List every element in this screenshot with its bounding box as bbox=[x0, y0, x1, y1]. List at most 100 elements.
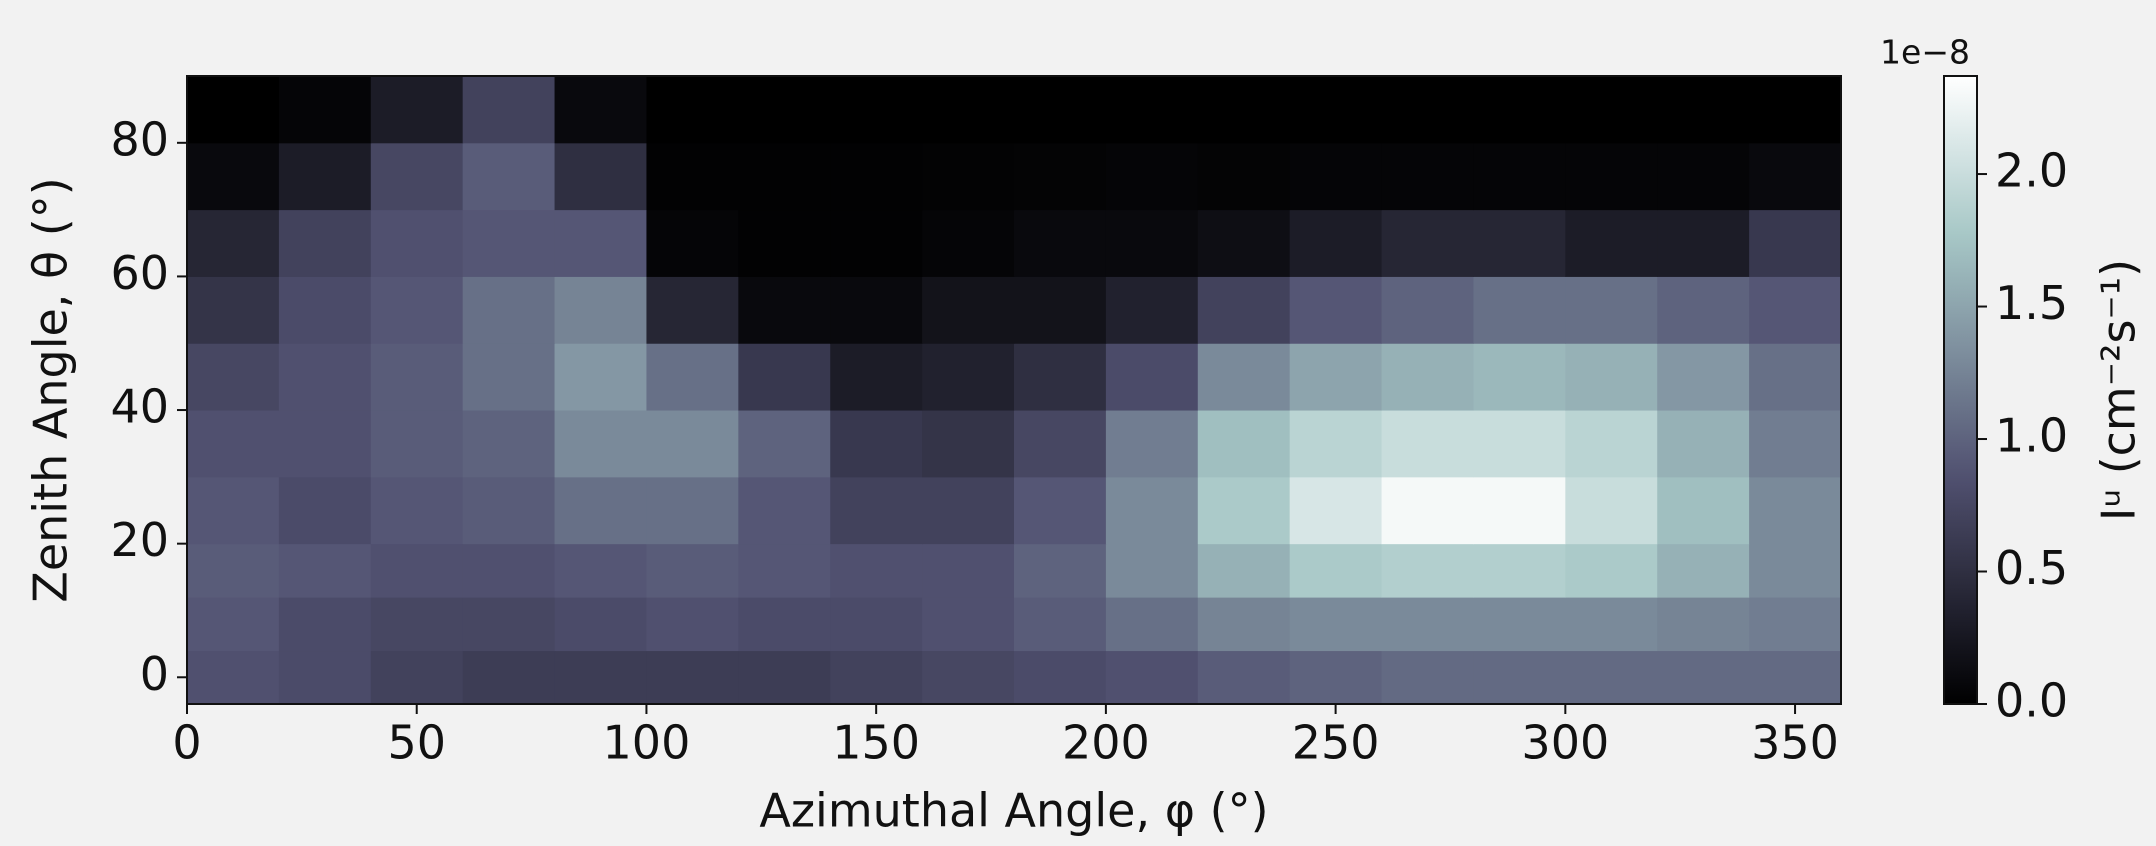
heatmap-cell bbox=[187, 76, 279, 143]
heatmap-cell bbox=[1382, 477, 1474, 544]
colorbar-tick-label: 0.5 bbox=[1995, 541, 2068, 595]
heatmap-cell bbox=[371, 410, 463, 477]
heatmap-cell bbox=[1473, 597, 1565, 651]
heatmap-cell bbox=[1198, 410, 1290, 477]
heatmap-cell bbox=[922, 410, 1014, 477]
heatmap-cell bbox=[1198, 210, 1290, 277]
heatmap-cell bbox=[187, 343, 279, 410]
heatmap-cell bbox=[830, 276, 922, 343]
heatmap-cell bbox=[371, 544, 463, 598]
heatmap-cell bbox=[1657, 343, 1749, 410]
heatmap-cell bbox=[738, 544, 830, 598]
heatmap-cell bbox=[1290, 651, 1382, 705]
heatmap-cell bbox=[1290, 410, 1382, 477]
heatmap-cell bbox=[830, 143, 922, 210]
heatmap-cell bbox=[1382, 276, 1474, 343]
heatmap-cell bbox=[1382, 651, 1474, 705]
x-tick-label: 350 bbox=[1751, 716, 1839, 770]
heatmap-cell bbox=[555, 651, 647, 705]
heatmap-cell bbox=[463, 276, 555, 343]
x-tick-label: 50 bbox=[387, 716, 446, 770]
heatmap-cell bbox=[187, 477, 279, 544]
y-tick-label: 60 bbox=[110, 246, 169, 300]
heatmap-cell bbox=[1198, 544, 1290, 598]
heatmap-cell bbox=[1565, 477, 1657, 544]
heatmap-cell bbox=[1198, 143, 1290, 210]
heatmap-cell bbox=[1290, 477, 1382, 544]
heatmap-cell bbox=[922, 276, 1014, 343]
heatmap-cell bbox=[1473, 477, 1565, 544]
heatmap-cell bbox=[1290, 210, 1382, 277]
y-tick-label: 20 bbox=[110, 513, 169, 567]
heatmap-cell bbox=[1290, 143, 1382, 210]
heatmap-cell bbox=[371, 343, 463, 410]
heatmap-cell bbox=[1290, 343, 1382, 410]
heatmap-cell bbox=[279, 477, 371, 544]
heatmap-cell bbox=[1382, 343, 1474, 410]
x-axis-label: Azimuthal Angle, φ (°) bbox=[759, 784, 1268, 838]
heatmap-cell bbox=[555, 597, 647, 651]
heatmap-cell bbox=[1565, 343, 1657, 410]
heatmap-cell bbox=[830, 410, 922, 477]
heatmap-cell bbox=[1014, 143, 1106, 210]
heatmap-cell bbox=[738, 410, 830, 477]
heatmap-cell bbox=[1382, 210, 1474, 277]
heatmap-cell bbox=[1106, 597, 1198, 651]
colorbar-label: Iᵘ (cm⁻²s⁻¹) bbox=[2092, 259, 2146, 521]
heatmap-cell bbox=[1657, 651, 1749, 705]
heatmap-cell bbox=[1473, 76, 1565, 143]
heatmap-cell bbox=[187, 597, 279, 651]
heatmap-cell bbox=[1565, 76, 1657, 143]
heatmap-cell bbox=[187, 544, 279, 598]
heatmap-cell bbox=[463, 143, 555, 210]
heatmap-cell bbox=[738, 597, 830, 651]
heatmap-cell bbox=[1473, 210, 1565, 277]
heatmap-cell bbox=[463, 410, 555, 477]
heatmap-cell bbox=[1473, 410, 1565, 477]
heatmap-cell bbox=[555, 210, 647, 277]
heatmap-cell bbox=[1106, 544, 1198, 598]
heatmap-cell bbox=[279, 410, 371, 477]
heatmap-cell bbox=[1565, 651, 1657, 705]
y-tick-label: 0 bbox=[140, 647, 169, 701]
colorbar bbox=[1944, 76, 1977, 704]
heatmap-cell bbox=[371, 210, 463, 277]
heatmap-cell bbox=[646, 651, 738, 705]
colorbar-tick-label: 0.0 bbox=[1995, 674, 2068, 728]
heatmap-cell bbox=[371, 477, 463, 544]
heatmap-cell bbox=[1657, 597, 1749, 651]
heatmap-cell bbox=[922, 597, 1014, 651]
heatmap-cell bbox=[646, 477, 738, 544]
heatmap-cell bbox=[922, 76, 1014, 143]
heatmap-cell bbox=[1657, 76, 1749, 143]
heatmap-cell bbox=[463, 76, 555, 143]
x-tick-label: 200 bbox=[1062, 716, 1150, 770]
heatmap-cell bbox=[1014, 477, 1106, 544]
heatmap-cell bbox=[1106, 143, 1198, 210]
heatmap-cell bbox=[1657, 410, 1749, 477]
heatmap-cell bbox=[1749, 343, 1841, 410]
x-tick-label: 150 bbox=[832, 716, 920, 770]
heatmap-cell bbox=[646, 544, 738, 598]
heatmap-cell bbox=[1014, 410, 1106, 477]
heatmap-cell bbox=[1290, 76, 1382, 143]
heatmap-cell bbox=[1014, 597, 1106, 651]
heatmap-cell bbox=[555, 343, 647, 410]
heatmap-cell bbox=[1382, 410, 1474, 477]
heatmap-cell bbox=[1565, 544, 1657, 598]
heatmap-cell bbox=[1290, 276, 1382, 343]
heatmap-cell bbox=[1198, 597, 1290, 651]
heatmap-cell bbox=[1198, 343, 1290, 410]
heatmap-cell bbox=[463, 651, 555, 705]
heatmap-cell bbox=[1749, 76, 1841, 143]
heatmap-cell bbox=[555, 143, 647, 210]
heatmap-cell bbox=[646, 210, 738, 277]
heatmap-cell bbox=[922, 477, 1014, 544]
heatmap-cell bbox=[371, 651, 463, 705]
heatmap-cell bbox=[830, 76, 922, 143]
heatmap-cell bbox=[738, 651, 830, 705]
heatmap-cell bbox=[1106, 651, 1198, 705]
heatmap-cell bbox=[463, 597, 555, 651]
heatmap-cell bbox=[830, 651, 922, 705]
heatmap-cell bbox=[646, 597, 738, 651]
